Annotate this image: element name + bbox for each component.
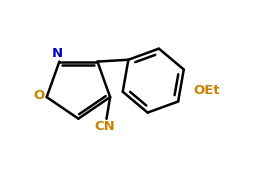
Text: CN: CN — [95, 120, 116, 133]
Text: O: O — [33, 89, 44, 102]
Text: OEt: OEt — [193, 84, 220, 97]
Text: N: N — [52, 47, 63, 60]
